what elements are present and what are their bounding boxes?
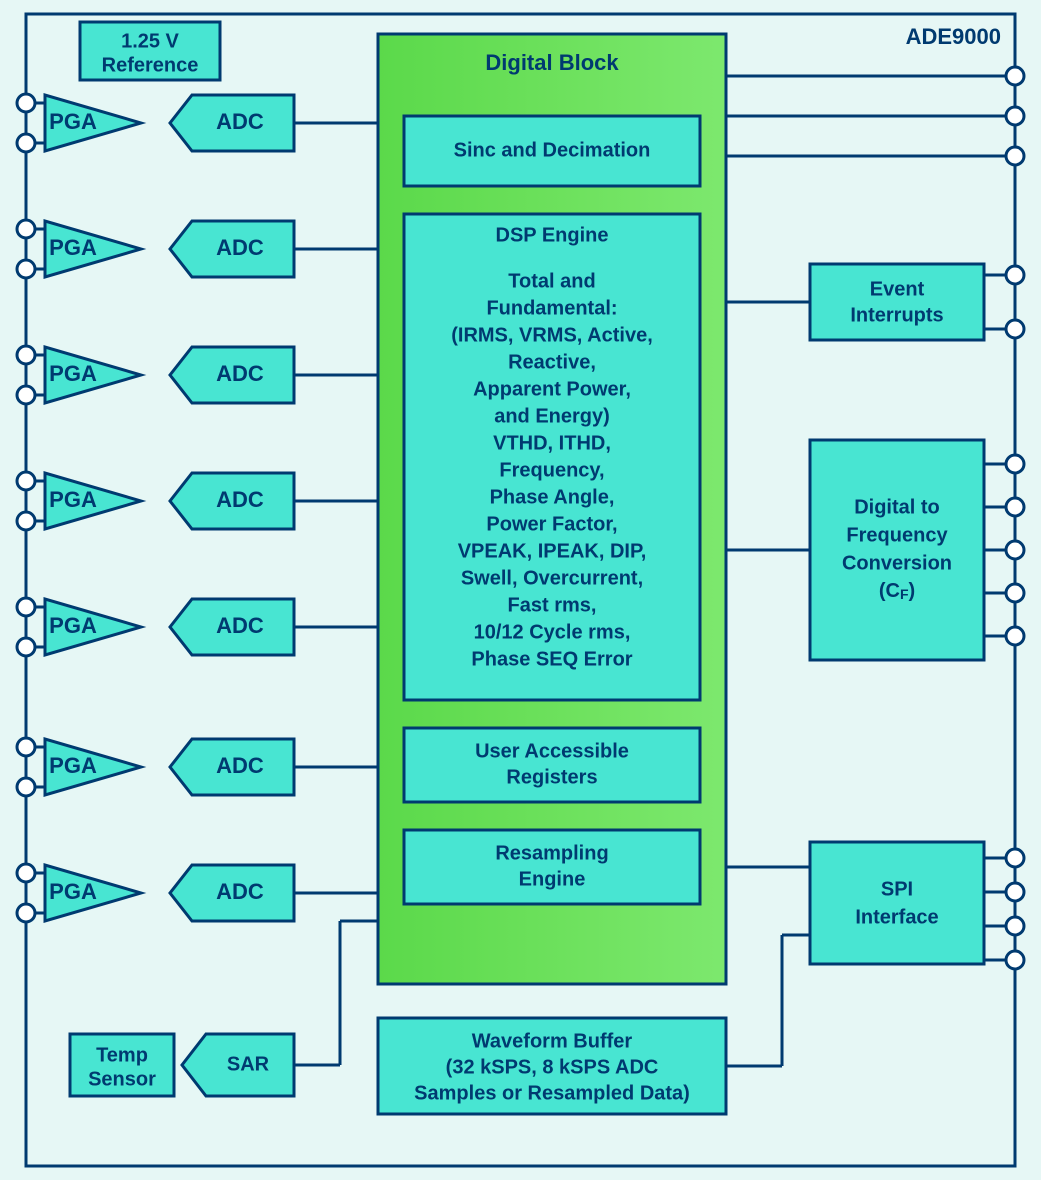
temp-sensor-label-line-0: Temp [96, 1044, 148, 1066]
adc-label-0: ADC [216, 109, 264, 134]
spi-pin-3 [1006, 951, 1024, 969]
dsp-body-5: and Energy) [494, 405, 610, 427]
ch5-pin-bot [17, 778, 35, 796]
dsp-body-2: (IRMS, VRMS, Active, [451, 324, 653, 346]
registers-block-label-1: Registers [506, 766, 597, 788]
waveform-buffer-label-line-1: (32 kSPS, 8 kSPS ADC [446, 1056, 659, 1078]
d2f-pin-3 [1006, 584, 1024, 602]
ch1-pin-top [17, 220, 35, 238]
event-pin-0 [1006, 266, 1024, 284]
spi-pin-0 [1006, 849, 1024, 867]
adc-label-3: ADC [216, 487, 264, 512]
resampling-block-label-0: Resampling [495, 842, 608, 864]
ch0-pin-top [17, 94, 35, 112]
temp-sensor-label-line-1: Sensor [88, 1068, 156, 1090]
dsp-body-0: Total and [508, 270, 595, 292]
ch6-pin-bot [17, 904, 35, 922]
chip-label: ADE9000 [906, 24, 1001, 49]
dsp-body-14: Phase SEQ Error [471, 648, 632, 670]
event-interrupts-label-line-0: Event [870, 278, 925, 300]
dsp-body-3: Reactive, [508, 351, 596, 373]
dsp-body-12: Fast rms, [508, 594, 597, 616]
ch4-pin-top [17, 598, 35, 616]
registers-block-label-0: User Accessible [475, 740, 629, 762]
dsp-body-9: Power Factor, [486, 513, 617, 535]
waveform-buffer-label-line-0: Waveform Buffer [472, 1030, 633, 1052]
spi-pin-2 [1006, 917, 1024, 935]
ch3-pin-top [17, 472, 35, 490]
d2f-block [810, 440, 984, 660]
spi-label-line-0: SPI [881, 878, 913, 900]
reference-label-line-1: Reference [102, 54, 199, 76]
dsp-body-4: Apparent Power, [473, 378, 631, 400]
pga-label-4: PGA [49, 613, 97, 638]
ch0-pin-bot [17, 134, 35, 152]
top-out-pin-2 [1006, 147, 1024, 165]
spi-label-line-1: Interface [855, 906, 938, 928]
pga-label-1: PGA [49, 235, 97, 260]
resampling-block-label-1: Engine [519, 868, 586, 890]
pga-label-3: PGA [49, 487, 97, 512]
adc-label-4: ADC [216, 613, 264, 638]
spi-block [810, 842, 984, 964]
adc-label-5: ADC [216, 753, 264, 778]
adc-label-1: ADC [216, 235, 264, 260]
d2f-label-3: (CF) [879, 580, 915, 602]
adc-label-6: ADC [216, 879, 264, 904]
dsp-body-6: VTHD, ITHD, [493, 432, 611, 454]
registers-block [404, 728, 700, 802]
reference-label-line-0: 1.25 V [121, 30, 179, 52]
pga-label-0: PGA [49, 109, 97, 134]
dsp-title: DSP Engine [496, 224, 609, 246]
dsp-body-7: Frequency, [499, 459, 604, 481]
dsp-body-10: VPEAK, IPEAK, DIP, [458, 540, 647, 562]
adc-label-2: ADC [216, 361, 264, 386]
d2f-pin-4 [1006, 627, 1024, 645]
top-out-pin-0 [1006, 67, 1024, 85]
event-pin-1 [1006, 320, 1024, 338]
ch2-pin-top [17, 346, 35, 364]
pga-label-2: PGA [49, 361, 97, 386]
dsp-body-13: 10/12 Cycle rms, [474, 621, 631, 643]
digital-block-title: Digital Block [485, 50, 619, 75]
sinc-block-label: Sinc and Decimation [454, 139, 651, 161]
spi-pin-1 [1006, 883, 1024, 901]
event-interrupts-label-line-1: Interrupts [850, 304, 943, 326]
sar-label: SAR [227, 1053, 270, 1075]
d2f-label-1: Frequency [846, 524, 948, 546]
ch3-pin-bot [17, 512, 35, 530]
d2f-pin-1 [1006, 498, 1024, 516]
ch4-pin-bot [17, 638, 35, 656]
d2f-pin-0 [1006, 455, 1024, 473]
d2f-label-2: Conversion [842, 552, 952, 574]
event-interrupts-block [810, 264, 984, 340]
dsp-body-1: Fundamental: [486, 297, 617, 319]
d2f-label-0: Digital to [854, 496, 940, 518]
ch1-pin-bot [17, 260, 35, 278]
d2f-pin-2 [1006, 541, 1024, 559]
ch5-pin-top [17, 738, 35, 756]
pga-label-6: PGA [49, 879, 97, 904]
dsp-body-11: Swell, Overcurrent, [461, 567, 643, 589]
top-out-pin-1 [1006, 107, 1024, 125]
ch2-pin-bot [17, 386, 35, 404]
waveform-buffer-label-line-2: Samples or Resampled Data) [414, 1082, 690, 1104]
dsp-body-8: Phase Angle, [490, 486, 615, 508]
resampling-block [404, 830, 700, 904]
ch6-pin-top [17, 864, 35, 882]
pga-label-5: PGA [49, 753, 97, 778]
